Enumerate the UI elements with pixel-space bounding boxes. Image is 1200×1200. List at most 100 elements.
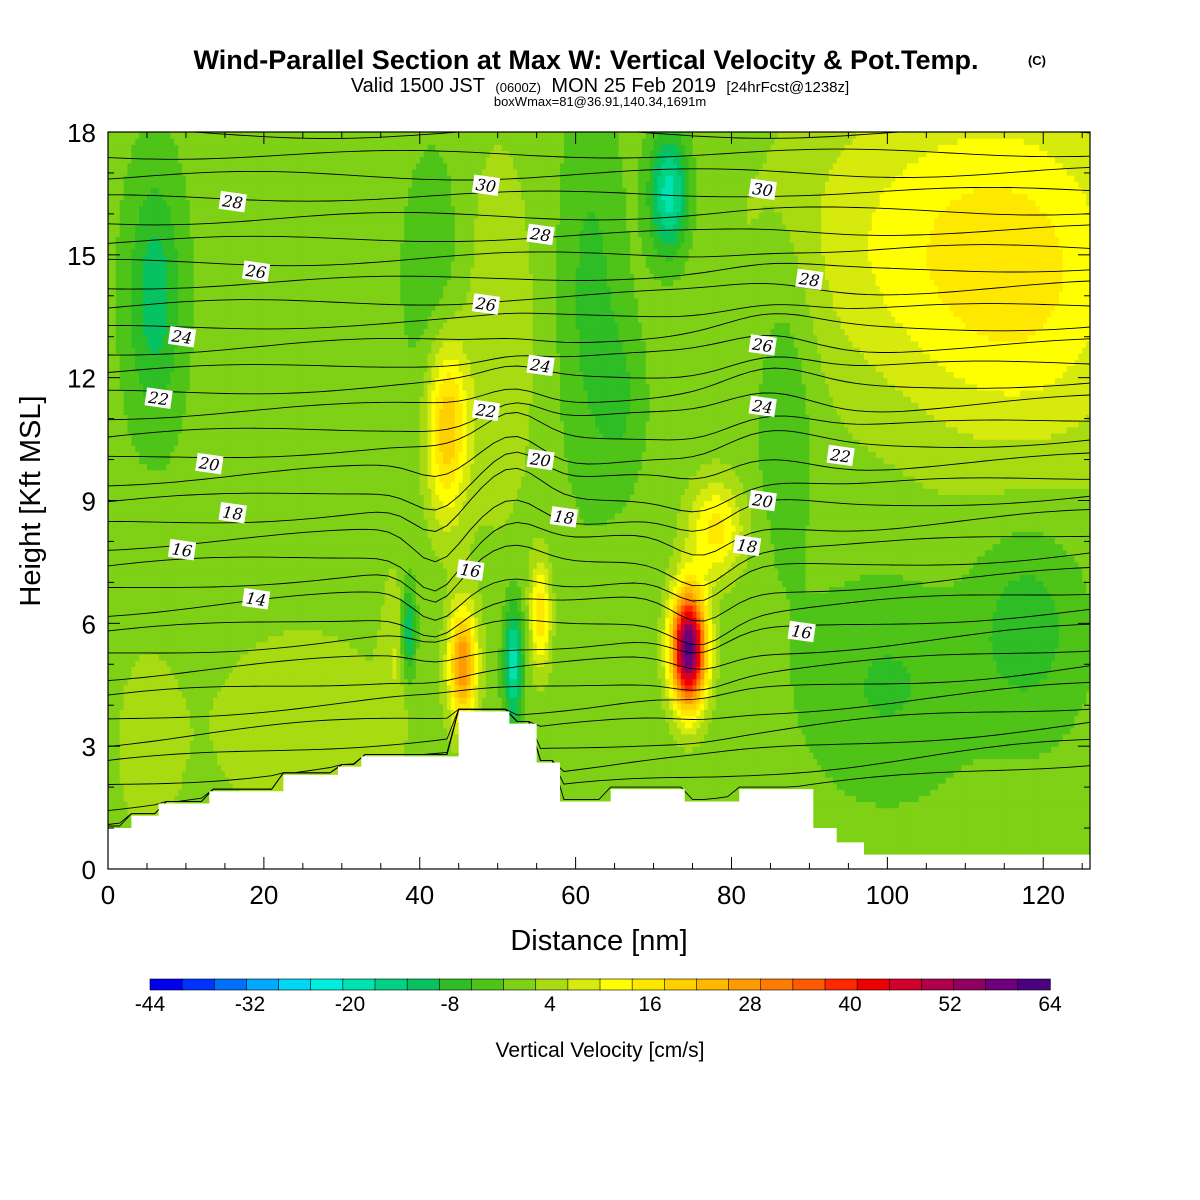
theta-contour-line xyxy=(108,552,1090,621)
theta-contour-label-text: 22 xyxy=(474,400,498,422)
theta-contour-label-text: 28 xyxy=(220,191,244,213)
theta-contour-line xyxy=(108,708,1090,785)
theta-contour-label-text: 22 xyxy=(146,388,170,410)
colorbar-swatch xyxy=(342,978,376,991)
theta-contour-label: 16 xyxy=(456,559,485,581)
colorbar-swatch xyxy=(663,978,698,991)
colorbar-tick-label: 28 xyxy=(738,993,761,1016)
colorbar-tick-label: -32 xyxy=(235,993,265,1016)
theta-contour-line xyxy=(108,451,1090,511)
colorbar-swatch xyxy=(278,978,312,991)
theta-contour-label: 28 xyxy=(526,223,555,246)
theta-contour-line xyxy=(108,303,1090,330)
theta-contour-label: 28 xyxy=(795,268,824,291)
theta-contour-line xyxy=(108,367,1090,421)
y-axis-ticks: 0 3 6 9 12 15 18 xyxy=(67,118,1090,885)
theta-contour-label: 16 xyxy=(167,538,197,561)
theta-contour-label: 20 xyxy=(195,452,224,475)
terrain xyxy=(108,711,1090,869)
colorbar-tick-label: 16 xyxy=(638,993,661,1016)
theta-contour-line xyxy=(108,224,1090,244)
y-tick-label: 9 xyxy=(82,487,96,517)
colorbar-swatch xyxy=(438,978,473,991)
theta-contour-label-text: 26 xyxy=(244,261,268,283)
theta-contour-label-text: 26 xyxy=(750,334,774,356)
theta-contour-label-text: 14 xyxy=(245,588,268,610)
colorbar-swatch xyxy=(888,978,923,991)
colorbar-swatch xyxy=(471,978,505,991)
colorbar-tick-label: 40 xyxy=(838,993,861,1016)
theta-contour-labels: 30 30 28 28 28 26 26 26 24 24 24 22 22 22 20 20 20 18 18 18… xyxy=(144,174,855,643)
theta-contour-label-text: 30 xyxy=(475,175,498,197)
y-tick-label: 18 xyxy=(67,118,96,148)
colorbar-tick-label: 4 xyxy=(544,993,556,1016)
y-tick-label: 0 xyxy=(82,855,96,885)
theta-contour-line xyxy=(108,535,1090,603)
theta-contour-line xyxy=(108,430,1090,487)
theta-contour-line xyxy=(108,665,1090,747)
colorbar-swatch xyxy=(310,978,344,991)
chart-subtitle: Valid 1500 JST (0600Z) MON 25 Feb 2019 [… xyxy=(351,75,849,97)
y-tick-label: 12 xyxy=(67,364,96,394)
theta-contour-label-text: 18 xyxy=(221,502,244,524)
theta-contour-label: 26 xyxy=(241,260,271,283)
colorbar-swatch xyxy=(856,978,890,991)
theta-contour-line xyxy=(108,412,1090,459)
x-tick-label: 0 xyxy=(101,880,115,910)
colorbar-swatch xyxy=(535,978,569,991)
theta-contour-label: 24 xyxy=(167,326,197,348)
colorbar-swatch xyxy=(696,978,730,991)
theta-contour-label: 14 xyxy=(241,588,271,610)
colorbar-tick-label: -44 xyxy=(135,993,166,1016)
theta-contour-label-text: 16 xyxy=(790,621,813,643)
theta-contour-label-text: 24 xyxy=(528,355,552,377)
theta-contour-line xyxy=(108,593,1090,654)
colorbar-swatch xyxy=(953,978,987,991)
theta-contour-label-text: 24 xyxy=(750,396,774,418)
y-tick-label: 6 xyxy=(82,609,96,639)
theta-contours xyxy=(108,132,1090,827)
theta-contour-label-text: 16 xyxy=(171,539,194,561)
theta-contour-line xyxy=(108,392,1090,438)
theta-contour-line xyxy=(108,681,1090,761)
x-tick-label: 60 xyxy=(561,880,590,910)
theta-contour-label: 16 xyxy=(787,620,816,643)
theta-contour-line xyxy=(108,356,1090,395)
theta-contour-label-text: 30 xyxy=(751,179,774,201)
colorbar-swatch xyxy=(149,978,183,991)
colorbar-swatch xyxy=(567,978,601,991)
title-copyright-mark: (C) xyxy=(1028,53,1046,68)
theta-contour-line xyxy=(108,334,1090,373)
theta-contour-label: 20 xyxy=(748,489,777,512)
x-tick-label: 40 xyxy=(405,880,434,910)
theta-contour-label-text: 26 xyxy=(474,293,498,315)
theta-contour-line xyxy=(108,244,1090,267)
x-tick-label: 20 xyxy=(249,880,278,910)
colorbar-tick-label: 52 xyxy=(938,993,961,1016)
colorbar-swatch xyxy=(406,978,440,991)
theta-contour-line xyxy=(108,623,1090,696)
theta-contour-label: 18 xyxy=(218,502,247,524)
theta-contour-line xyxy=(108,166,1090,181)
theta-contour-label-text: 20 xyxy=(750,490,774,512)
theta-contour-line xyxy=(108,567,1090,638)
subtitle-valid: Valid 1500 JST xyxy=(351,75,485,97)
theta-contour-label-text: 24 xyxy=(170,326,194,348)
subtitle-zulu: (0600Z) xyxy=(495,80,541,95)
colorbar-swatch xyxy=(985,978,1019,991)
colorbar xyxy=(149,978,1051,991)
theta-contour-line xyxy=(108,186,1090,202)
theta-contour-label: 26 xyxy=(748,334,777,356)
colorbar-swatch xyxy=(760,978,794,991)
theta-contour-line xyxy=(108,280,1090,309)
theta-contour-label-text: 20 xyxy=(528,449,552,471)
colorbar-tick-label: -8 xyxy=(441,993,460,1016)
colorbar-swatch xyxy=(599,978,633,991)
theta-contour-label: 22 xyxy=(826,444,855,467)
x-tick-label: 120 xyxy=(1022,880,1065,910)
colorbar-ticks: -44 -32 -20 -8 4 16 28 40 52 64 xyxy=(135,993,1062,1016)
theta-contour-line xyxy=(108,313,1090,356)
theta-contour-line xyxy=(108,708,1090,812)
